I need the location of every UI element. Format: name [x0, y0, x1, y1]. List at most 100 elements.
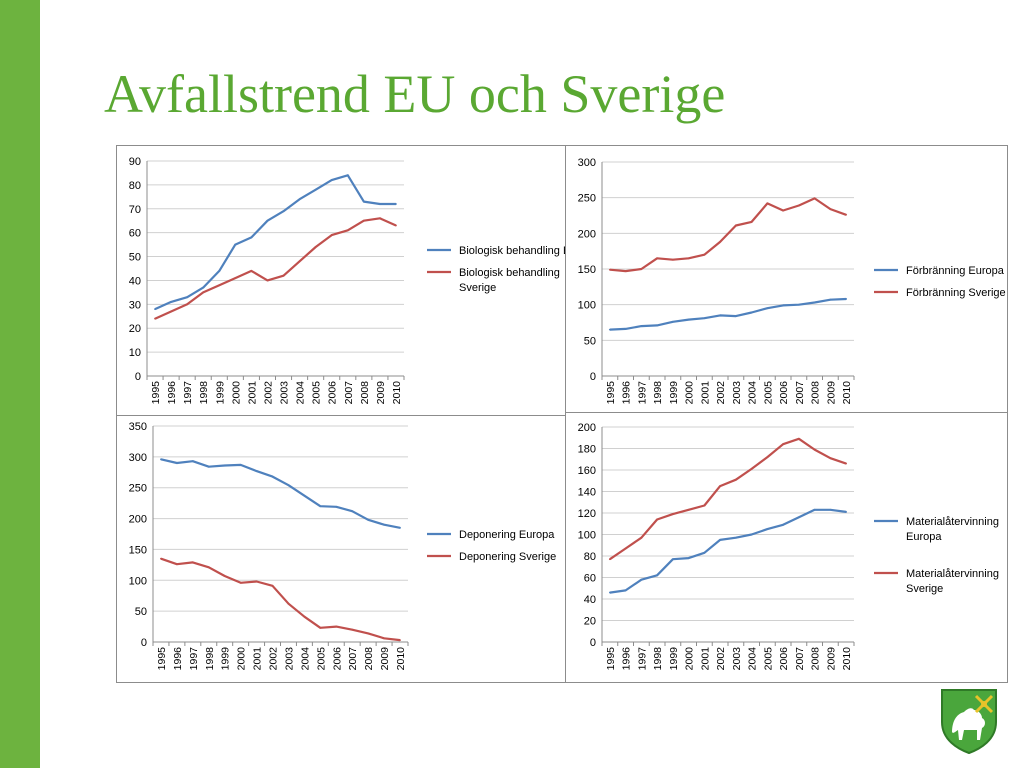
data-point: [351, 628, 354, 631]
x-tick-label: 1999: [220, 647, 232, 671]
x-tick-label: 1998: [204, 647, 216, 671]
data-point: [640, 325, 643, 327]
y-tick-label: 90: [129, 156, 141, 168]
x-tick-label: 2001: [699, 381, 711, 405]
data-point: [845, 462, 848, 465]
data-point: [813, 448, 816, 451]
data-point: [223, 575, 226, 577]
data-point: [250, 236, 253, 239]
data-point: [170, 310, 172, 313]
x-tick-label: 2003: [731, 647, 743, 671]
data-point: [223, 464, 226, 467]
y-tick-label: 100: [578, 300, 596, 312]
data-point: [186, 296, 189, 299]
y-tick-label: 50: [584, 335, 596, 347]
y-tick-label: 200: [129, 514, 147, 526]
x-tick-label: 1999: [668, 381, 680, 405]
data-point: [287, 484, 290, 487]
x-tick-label: 2008: [359, 381, 371, 405]
series-line-1: [160, 557, 401, 642]
y-tick-label: 20: [129, 323, 141, 335]
y-tick-label: 40: [129, 275, 141, 287]
y-tick-label: 10: [129, 347, 141, 359]
x-tick-label: 2002: [715, 647, 727, 671]
data-point: [362, 200, 365, 203]
data-point: [671, 258, 674, 261]
y-tick-label: 250: [129, 483, 147, 495]
chart-forbranning: 0 50 100 150 200 250 300 1995 1996 1997 1998 1999 20…: [578, 157, 1006, 405]
x-tick-label: 1997: [188, 647, 200, 671]
x-tick-label: 2005: [762, 647, 774, 671]
data-point: [314, 188, 317, 191]
x-tick-label: 2006: [331, 647, 343, 671]
y-tick-label: 180: [578, 444, 596, 456]
data-point: [346, 174, 349, 177]
data-point: [766, 307, 769, 310]
data-point: [719, 538, 722, 541]
x-tick-label: 1999: [668, 647, 680, 671]
data-point: [250, 269, 253, 272]
data-point: [766, 456, 769, 458]
x-tick-label: 2000: [684, 647, 696, 671]
data-point: [703, 504, 706, 507]
x-tick-label: 2010: [841, 381, 853, 405]
data-point: [170, 301, 172, 303]
data-point: [303, 494, 306, 497]
y-tick-label: 70: [129, 204, 141, 216]
data-point: [719, 314, 722, 317]
data-point: [271, 584, 274, 587]
x-tick-label: 2007: [347, 647, 359, 671]
data-point: [671, 558, 674, 561]
data-point: [687, 557, 690, 560]
x-tick-label: 2007: [794, 647, 806, 671]
x-tick-label: 2005: [311, 381, 323, 405]
data-point: [314, 246, 317, 248]
data-point: [797, 303, 800, 306]
x-tick-label: 2007: [794, 381, 806, 405]
slide-title: Avfallstrend EU och Sverige: [104, 64, 726, 124]
y-tick-label: 40: [584, 594, 596, 606]
data-point: [829, 457, 832, 460]
data-point: [160, 557, 162, 560]
data-point: [734, 315, 737, 317]
legend-label: Materialåtervinning Europa: [906, 516, 999, 543]
x-tick-label: 2004: [747, 647, 759, 671]
y-tick-label: 0: [141, 637, 147, 649]
data-point: [829, 508, 832, 511]
side-accent-bar: [0, 0, 40, 768]
x-tick-label: 1995: [605, 381, 617, 405]
data-point: [207, 465, 210, 468]
chart-biologisk: 0 10 20 30 40 50 60 70 80 90 1995 1996 1997 1998 1999 2…: [129, 156, 567, 405]
data-point: [782, 443, 785, 446]
data-point: [367, 518, 370, 521]
data-point: [750, 311, 753, 314]
data-point: [239, 463, 242, 466]
chart-deponering: 0 50 100 150 200 250 300 350 1995 1996 1997 1998 199…: [129, 421, 557, 671]
data-point: [813, 508, 816, 511]
y-tick-label: 50: [129, 252, 141, 264]
data-point: [750, 533, 753, 536]
data-point: [154, 308, 156, 311]
chart-panel-deponering: 0 50 100 150 200 250 300 350 1995 1996 1997 1998 199…: [116, 415, 566, 683]
x-tick-label: 2008: [810, 381, 822, 405]
chart-panel-forbranning: 0 50 100 150 200 250 300 1995 1996 1997 1998 1999 20…: [565, 145, 1008, 413]
x-tick-label: 2003: [283, 647, 295, 671]
data-point: [782, 209, 785, 212]
data-point: [202, 291, 205, 294]
x-tick-label: 2000: [684, 381, 696, 405]
y-tick-label: 100: [578, 530, 596, 542]
chart-panel-biologisk: 0 10 20 30 40 50 60 70 80 90 1995 1996 1997 1998 1999 2…: [116, 145, 567, 416]
data-point: [624, 589, 627, 592]
data-point: [671, 513, 674, 515]
data-point: [703, 317, 706, 320]
y-tick-label: 150: [129, 544, 147, 556]
x-tick-label: 1997: [636, 647, 648, 671]
data-point: [330, 179, 333, 182]
data-point: [186, 303, 189, 306]
data-point: [608, 268, 611, 271]
y-tick-label: 0: [590, 371, 596, 383]
x-tick-label: 1995: [156, 647, 168, 671]
data-point: [399, 526, 401, 529]
x-tick-label: 1998: [198, 381, 210, 405]
data-point: [703, 551, 706, 554]
